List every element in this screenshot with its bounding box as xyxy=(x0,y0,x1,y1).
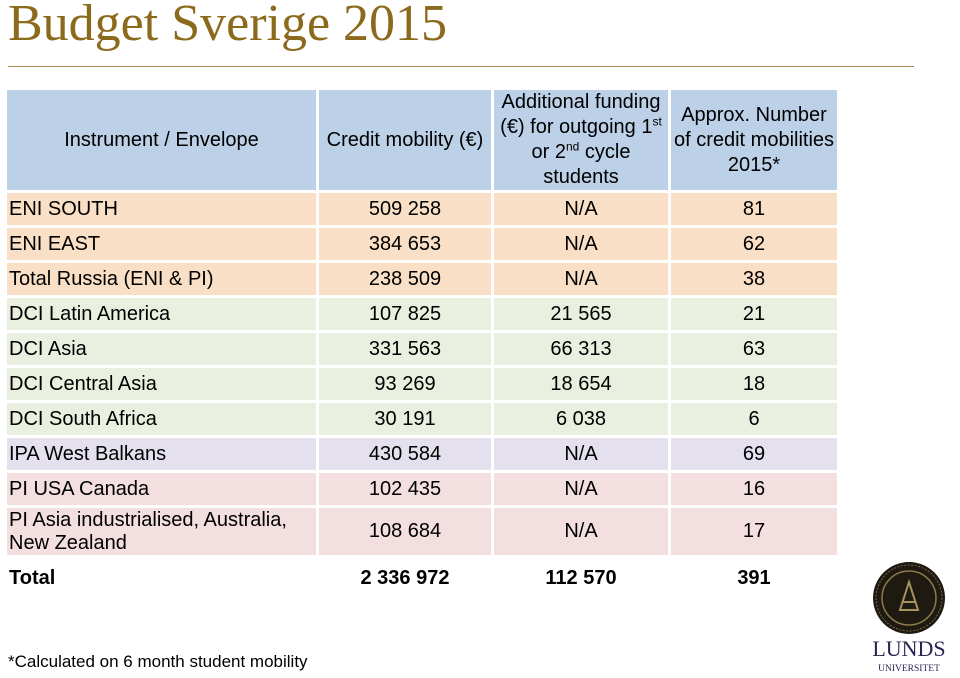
row-additional: N/A xyxy=(491,435,671,473)
logo-seal-inner-ring xyxy=(881,570,937,626)
table-row: ENI SOUTH 509 258 N/A 81 xyxy=(4,190,840,228)
total-approx: 391 xyxy=(668,555,840,601)
row-additional: 21 565 xyxy=(491,295,671,333)
row-instrument: PI Asia industrialised, Australia, New Z… xyxy=(4,505,319,558)
footnote: *Calculated on 6 month student mobility xyxy=(8,652,308,671)
row-approx: 16 xyxy=(668,470,840,508)
row-instrument: DCI Asia xyxy=(4,330,319,368)
header-additional-text-b: or 2 xyxy=(531,141,566,163)
slide-title: Budget Sverige 2015 xyxy=(8,0,448,52)
row-instrument: DCI Latin America xyxy=(4,295,319,333)
row-credit: 509 258 xyxy=(316,190,494,228)
row-credit: 102 435 xyxy=(316,470,494,508)
row-approx: 81 xyxy=(668,190,840,228)
table-row: DCI Central Asia 93 269 18 654 18 xyxy=(4,365,840,403)
row-credit: 107 825 xyxy=(316,295,494,333)
row-additional: N/A xyxy=(491,260,671,298)
row-credit: 430 584 xyxy=(316,435,494,473)
title-divider xyxy=(8,66,914,67)
header-approx-mobilities: Approx. Number of credit mobilities 2015… xyxy=(668,87,840,193)
row-instrument: Total Russia (ENI & PI) xyxy=(4,260,319,298)
row-credit: 238 509 xyxy=(316,260,494,298)
row-approx: 18 xyxy=(668,365,840,403)
header-additional-funding: Additional funding (€) for outgoing 1st … xyxy=(491,87,671,193)
row-approx: 6 xyxy=(668,400,840,438)
header-additional-text-a: Additional funding (€) for outgoing 1 xyxy=(500,91,661,138)
table-header-row: Instrument / Envelope Credit mobility (€… xyxy=(4,87,840,193)
total-additional: 112 570 xyxy=(491,555,671,601)
total-credit: 2 336 972 xyxy=(316,555,494,601)
table-row: DCI South Africa 30 191 6 038 6 xyxy=(4,400,840,438)
table-row: PI USA Canada 102 435 N/A 16 xyxy=(4,470,840,508)
row-additional: N/A xyxy=(491,505,671,558)
row-instrument: ENI SOUTH xyxy=(4,190,319,228)
row-approx: 62 xyxy=(668,225,840,263)
row-additional: N/A xyxy=(491,190,671,228)
table-row: ENI EAST 384 653 N/A 62 xyxy=(4,225,840,263)
row-additional: N/A xyxy=(491,470,671,508)
row-additional: 66 313 xyxy=(491,330,671,368)
table-row: Total Russia (ENI & PI) 238 509 N/A 38 xyxy=(4,260,840,298)
logo-seal-emblem xyxy=(898,578,920,611)
row-instrument: IPA West Balkans xyxy=(4,435,319,473)
lund-university-logo: LUNDS UNIVERSITET xyxy=(872,562,946,674)
header-additional-text-c: cycle students xyxy=(543,141,631,188)
row-additional: 18 654 xyxy=(491,365,671,403)
logo-text-top: LUNDS xyxy=(872,636,945,661)
table-row: DCI Asia 331 563 66 313 63 xyxy=(4,330,840,368)
row-instrument: PI USA Canada xyxy=(4,470,319,508)
total-label: Total xyxy=(4,555,319,601)
row-credit: 331 563 xyxy=(316,330,494,368)
header-instrument: Instrument / Envelope xyxy=(4,87,319,193)
table-row: DCI Latin America 107 825 21 565 21 xyxy=(4,295,840,333)
row-instrument: DCI Central Asia xyxy=(4,365,319,403)
row-credit: 93 269 xyxy=(316,365,494,403)
row-approx: 63 xyxy=(668,330,840,368)
header-additional-sup-first: st xyxy=(652,114,662,129)
row-instrument: ENI EAST xyxy=(4,225,319,263)
table-row: IPA West Balkans 430 584 N/A 69 xyxy=(4,435,840,473)
logo-seal-outer-ring xyxy=(875,564,943,632)
row-approx: 21 xyxy=(668,295,840,333)
row-credit: 108 684 xyxy=(316,505,494,558)
row-approx: 69 xyxy=(668,435,840,473)
row-credit: 30 191 xyxy=(316,400,494,438)
logo-seal xyxy=(873,562,945,634)
row-credit: 384 653 xyxy=(316,225,494,263)
row-approx: 38 xyxy=(668,260,840,298)
row-additional: N/A xyxy=(491,225,671,263)
header-additional-sup-second: nd xyxy=(565,139,580,154)
table-row: PI Asia industrialised, Australia, New Z… xyxy=(4,505,840,558)
row-additional: 6 038 xyxy=(491,400,671,438)
table-total-row: Total 2 336 972 112 570 391 xyxy=(4,555,840,601)
row-instrument: DCI South Africa xyxy=(4,400,319,438)
logo-text-bottom: UNIVERSITET xyxy=(878,664,940,674)
budget-table: Instrument / Envelope Credit mobility (€… xyxy=(4,87,840,601)
row-approx: 17 xyxy=(668,505,840,558)
header-credit-mobility: Credit mobility (€) xyxy=(316,87,494,193)
